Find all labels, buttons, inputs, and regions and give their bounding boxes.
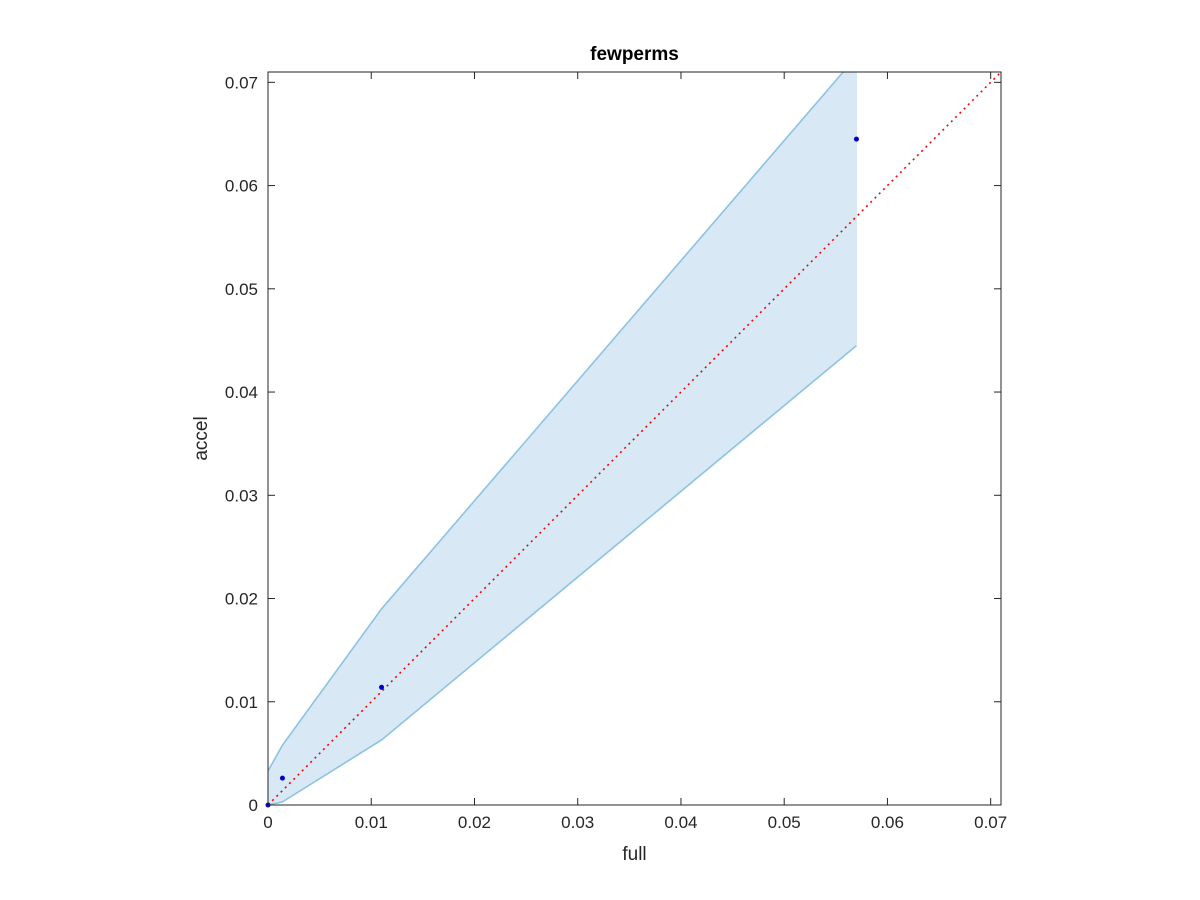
- confidence-band: [268, 72, 857, 805]
- y-tick-label: 0: [249, 796, 258, 815]
- x-tick-label: 0.01: [355, 813, 388, 832]
- x-axis-label: full: [622, 844, 646, 865]
- y-tick-label: 0.01: [225, 693, 258, 712]
- x-tick-label: 0.05: [768, 813, 801, 832]
- chart-title: fewperms: [590, 44, 679, 65]
- band-upper-line: [268, 72, 845, 772]
- x-tick-label: 0.07: [974, 813, 1007, 832]
- y-tick-label: 0.05: [225, 280, 258, 299]
- data-points: [265, 136, 859, 808]
- data-point: [279, 775, 285, 781]
- x-tick-label: 0: [263, 813, 272, 832]
- y-tick-label: 0.04: [225, 383, 258, 402]
- y-axis-label: accel: [191, 416, 212, 460]
- x-tick-label: 0.02: [458, 813, 491, 832]
- x-tick-label: 0.04: [664, 813, 697, 832]
- x-tick-label: 0.03: [561, 813, 594, 832]
- x-tick-label: 0.06: [871, 813, 904, 832]
- y-tick-label: 0.06: [225, 177, 258, 196]
- x-axis-ticks: 0 0.01 0.02 0.03 0.04 0.05 0.06 0.07: [263, 72, 1007, 832]
- y-tick-label: 0.02: [225, 590, 258, 609]
- y-axis-ticks: 0 0.01 0.02 0.03 0.04 0.05 0.06 0.07: [225, 73, 1001, 815]
- data-point: [853, 136, 859, 142]
- band-lower-line: [268, 344, 857, 805]
- y-tick-label: 0.03: [225, 486, 258, 505]
- y-tick-label: 0.07: [225, 73, 258, 92]
- band-fill: [268, 72, 857, 805]
- plot-frame: [267, 71, 1002, 806]
- data-point: [379, 684, 385, 690]
